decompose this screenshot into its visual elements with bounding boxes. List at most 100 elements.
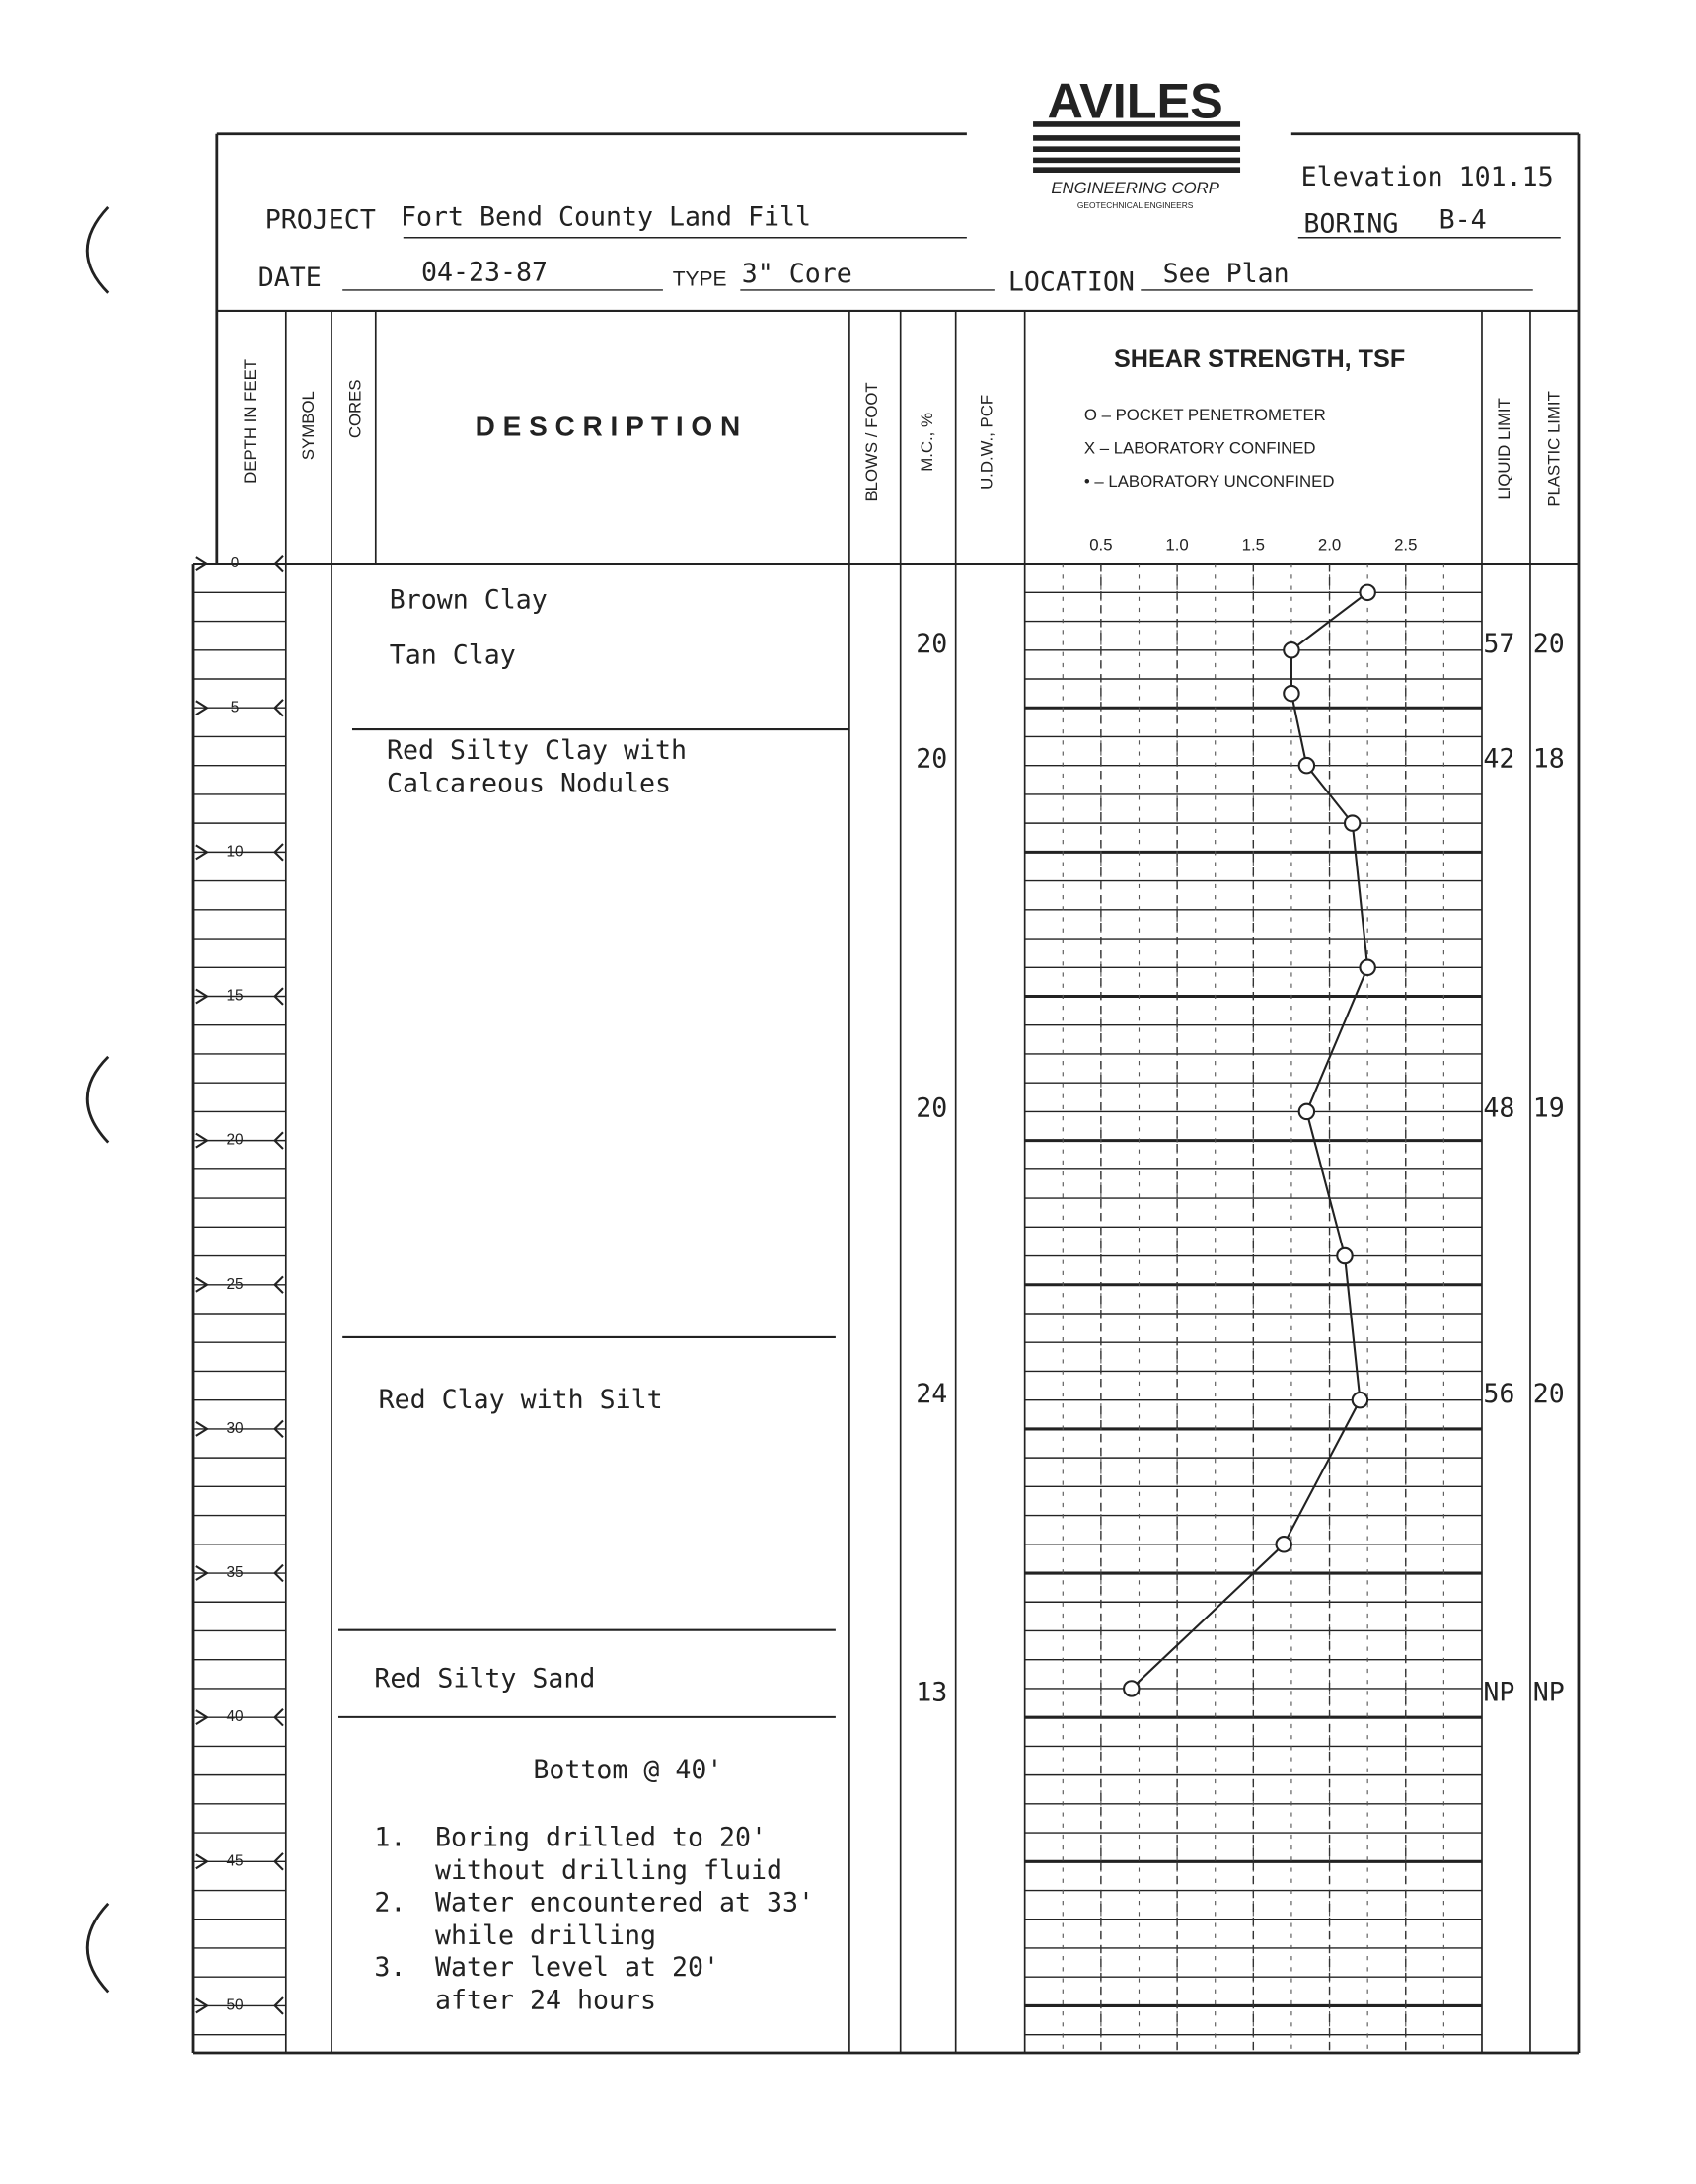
moisture-content: 13 <box>916 1678 947 1708</box>
x-tick-label: 1.0 <box>1165 535 1188 554</box>
depth-tick <box>195 554 284 573</box>
depth-tick <box>195 1708 284 1727</box>
depth-tick <box>195 699 284 717</box>
column-header: PLASTIC LIMIT <box>1545 391 1564 507</box>
depth-tick-label: 40 <box>226 1708 243 1725</box>
moisture-content: 20 <box>916 743 947 774</box>
plastic-limit: NP <box>1533 1678 1565 1708</box>
description: Calcareous Nodules <box>387 769 671 799</box>
penetrometer-point <box>1283 684 1300 703</box>
depth-tick <box>195 1419 284 1439</box>
penetrometer-point <box>1123 1680 1141 1697</box>
description: Tan Clay <box>390 640 516 670</box>
penetrometer-point <box>1336 1246 1354 1265</box>
description: Red Silty Sand <box>374 1664 595 1694</box>
depth-tick <box>195 1996 284 2015</box>
liquid-limit: NP <box>1483 1678 1514 1708</box>
x-tick-label: 2.0 <box>1318 535 1341 554</box>
liquid-limit: 42 <box>1483 743 1514 774</box>
depth-tick <box>195 987 284 1006</box>
note: Water level at 20' <box>435 1952 719 1983</box>
moisture-content: 20 <box>916 1092 947 1123</box>
boring: B-4 <box>1439 204 1487 235</box>
depth-tick-label: 5 <box>231 699 240 715</box>
logo: AVILES ENGINEERING CORP GEOTECHNICAL ENG… <box>1028 73 1241 210</box>
liquid-limit: 48 <box>1483 1092 1514 1123</box>
penetrometer-point <box>1351 1391 1369 1409</box>
elevation: Elevation 101.15 <box>1301 162 1554 192</box>
depth-tick-label: 45 <box>226 1852 243 1869</box>
label: BORING <box>1303 209 1398 240</box>
location: See Plan <box>1163 259 1290 289</box>
depth-tick <box>195 843 284 862</box>
note-number: 2. <box>374 1887 406 1918</box>
depth-tick-label: 25 <box>226 1276 243 1293</box>
depth-tick-label: 15 <box>226 988 243 1005</box>
descriptions: Brown Clay Tan Clay Red Silty Clay with … <box>374 584 814 2015</box>
penetrometer-point <box>1359 958 1376 977</box>
logo-line: GEOTECHNICAL ENGINEERS <box>1077 200 1194 210</box>
note-number: 3. <box>374 1952 406 1983</box>
depth-tick-label: 10 <box>226 843 243 860</box>
depth-tick <box>195 1852 284 1871</box>
description: Red Silty Clay with <box>387 735 687 766</box>
column-header: LIQUID LIMIT <box>1495 398 1513 500</box>
depth-tick-label: 50 <box>226 1996 243 2013</box>
liquid-limit: 57 <box>1483 629 1514 659</box>
column-header: D E S C R I P T I O N <box>476 411 741 441</box>
note: while drilling <box>435 1920 656 1951</box>
label: LOCATION <box>1008 266 1135 297</box>
column-header: M.C., % <box>918 413 936 472</box>
note-number: 1. <box>374 1823 406 1853</box>
penetrometer-point <box>1297 1102 1316 1121</box>
label: TYPE <box>673 268 727 291</box>
shear-title: SHEAR STRENGTH, TSF <box>1114 345 1405 373</box>
penetrometer-point <box>1275 1536 1292 1553</box>
column-header: SYMBOL <box>299 391 318 460</box>
note: without drilling fluid <box>435 1855 782 1886</box>
label: PROJECT <box>265 204 376 235</box>
note: Boring drilled to 20' <box>435 1823 767 1853</box>
x-tick-label: 2.5 <box>1394 535 1417 554</box>
depth-tick <box>195 1275 284 1294</box>
plastic-limit: 20 <box>1533 629 1565 659</box>
column-header: CORES <box>346 379 365 438</box>
penetrometer-point <box>1283 641 1300 659</box>
depth-tick-label: 30 <box>226 1420 243 1437</box>
description: Bottom @ 40' <box>533 1755 722 1785</box>
logo-line: ENGINEERING CORP <box>1051 179 1219 197</box>
binder-holes <box>86 206 110 1994</box>
depth-tick <box>195 1563 284 1583</box>
note: Water encountered at 33' <box>435 1887 814 1918</box>
type: 3" Core <box>742 259 852 289</box>
depth-tick <box>195 1131 284 1150</box>
plastic-limit: 20 <box>1533 1379 1565 1409</box>
note: after 24 hours <box>435 1986 656 2016</box>
label: DATE <box>258 263 322 293</box>
logo-name: AVILES <box>1048 73 1223 129</box>
column-header: U.D.W., PCF <box>977 395 995 490</box>
plastic-limit: 18 <box>1533 743 1565 774</box>
penetrometer-point <box>1359 583 1376 602</box>
x-tick-label: 0.5 <box>1089 535 1112 554</box>
depth-tick-label: 35 <box>226 1564 243 1581</box>
x-tick-label: 1.5 <box>1242 535 1265 554</box>
column-header: DEPTH IN FEET <box>241 359 259 484</box>
date: 04-23-87 <box>421 258 548 288</box>
depth-tick-label: 20 <box>226 1132 243 1149</box>
legend-entry: O – POCKET PENETROMETER <box>1084 406 1326 424</box>
description: Brown Clay <box>390 584 548 615</box>
column-header: BLOWS / FOOT <box>862 382 881 501</box>
legend-entry: • – LABORATORY UNCONFINED <box>1084 472 1335 490</box>
penetrometer-point <box>1343 814 1362 832</box>
moisture-content: 20 <box>916 629 947 659</box>
moisture-content: 24 <box>916 1379 947 1409</box>
depth-tick-label: 0 <box>231 555 240 571</box>
frame <box>191 132 1581 2055</box>
description: Red Clay with Silt <box>379 1385 663 1415</box>
legend-entry: X – LABORATORY CONFINED <box>1084 438 1316 457</box>
penetrometer-point <box>1297 756 1316 775</box>
plastic-limit: 19 <box>1533 1092 1565 1123</box>
